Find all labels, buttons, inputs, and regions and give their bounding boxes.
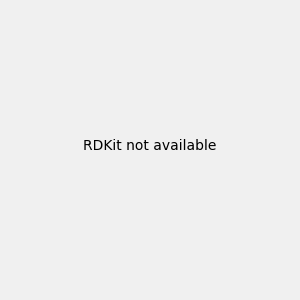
Text: RDKit not available: RDKit not available (83, 139, 217, 153)
